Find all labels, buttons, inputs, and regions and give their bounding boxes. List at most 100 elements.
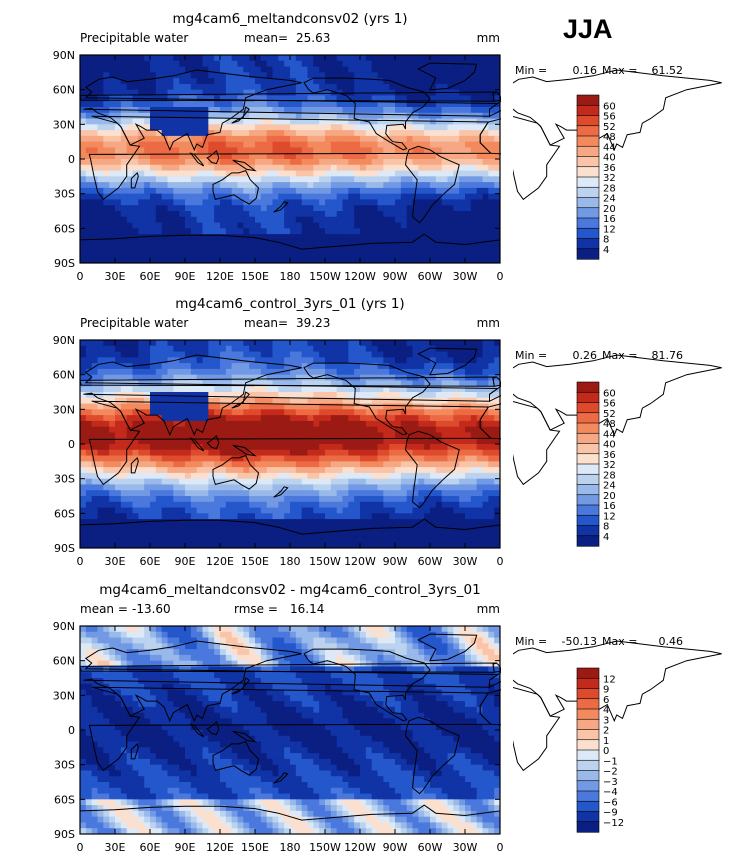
map-cell	[196, 368, 203, 376]
map-cell	[412, 444, 419, 451]
map-cell	[278, 228, 285, 235]
map-cell	[266, 107, 273, 114]
map-cell	[470, 507, 478, 514]
map-cell	[120, 216, 128, 223]
map-cell	[144, 409, 151, 416]
map-cell	[453, 257, 460, 264]
panel-stat-label: mean=	[244, 316, 288, 330]
map-cell	[260, 386, 268, 393]
map-cell	[459, 472, 466, 480]
map-cell	[202, 216, 209, 223]
map-cell	[313, 118, 320, 125]
map-cell	[330, 222, 338, 229]
map-cell	[138, 461, 145, 468]
map-cell	[295, 130, 303, 137]
map-cell	[260, 107, 268, 114]
map-cell	[255, 124, 262, 131]
map-cell	[249, 66, 256, 73]
map-cell	[190, 153, 198, 160]
map-cell	[103, 135, 110, 143]
map-cell	[80, 432, 87, 439]
map-cell	[85, 392, 93, 399]
map-cell	[167, 199, 174, 206]
map-cell	[278, 490, 285, 497]
map-cell	[354, 432, 361, 439]
map-cell	[465, 392, 472, 399]
map-cell	[132, 118, 139, 125]
map-cell	[400, 472, 408, 480]
map-cell	[179, 351, 186, 358]
map-cell	[371, 257, 378, 264]
map-cell	[459, 251, 466, 258]
map-cell	[295, 211, 303, 218]
map-cell	[441, 245, 448, 252]
map-cell	[295, 222, 303, 229]
map-cell	[138, 420, 145, 428]
map-cell	[91, 519, 98, 526]
map-cell	[225, 130, 233, 137]
map-cell	[371, 501, 378, 508]
map-cell	[179, 216, 186, 223]
map-cell	[220, 490, 227, 497]
map-cell	[255, 444, 262, 451]
map-cell	[150, 66, 157, 73]
map-cell	[243, 467, 250, 474]
map-cell	[365, 66, 373, 73]
map-cell	[325, 397, 332, 404]
map-cell	[354, 380, 361, 387]
map-cell	[383, 380, 390, 387]
map-cell	[126, 455, 133, 462]
map-cell	[249, 135, 256, 143]
map-cell	[441, 409, 448, 416]
min-value: 0.16	[573, 64, 598, 77]
map-cell	[313, 95, 320, 102]
map-cell	[260, 112, 268, 119]
map-cell	[412, 124, 419, 131]
map-cell	[237, 484, 244, 491]
map-cell	[360, 472, 367, 480]
map-cell	[237, 170, 244, 177]
map-cell	[260, 199, 268, 206]
map-cell	[179, 55, 186, 62]
map-cell	[115, 257, 122, 264]
map-cell	[459, 438, 466, 445]
map-cell	[319, 397, 326, 404]
map-cell	[313, 101, 320, 108]
map-cell	[447, 205, 454, 212]
map-cell	[278, 449, 285, 456]
map-cell	[272, 234, 279, 241]
map-cell	[348, 501, 355, 508]
map-cell	[307, 118, 314, 125]
map-cell	[348, 141, 355, 148]
map-cell	[243, 55, 250, 62]
map-cell	[330, 409, 338, 416]
map-cell	[231, 101, 238, 108]
map-cell	[167, 60, 174, 67]
map-cell	[260, 89, 268, 96]
map-cell	[435, 164, 443, 171]
map-cell	[185, 135, 192, 143]
map-cell	[348, 205, 355, 212]
map-cell	[144, 484, 151, 491]
map-cell	[336, 124, 343, 131]
map-cell	[167, 66, 174, 73]
map-cell	[155, 66, 163, 73]
map-cell	[208, 182, 215, 189]
map-cell	[412, 159, 419, 166]
map-cell	[126, 340, 133, 347]
map-cell	[307, 386, 314, 393]
map-cell	[400, 397, 408, 404]
map-cell	[348, 345, 355, 352]
map-cell	[260, 130, 268, 137]
map-cell	[272, 141, 279, 148]
map-cell	[395, 484, 402, 491]
map-cell	[418, 245, 425, 252]
map-cell	[272, 239, 279, 247]
map-cell	[173, 234, 180, 241]
map-cell	[155, 159, 163, 166]
map-cell	[470, 432, 478, 439]
map-cell	[295, 95, 303, 102]
map-cell	[365, 426, 373, 433]
map-cell	[295, 257, 303, 264]
map-cell	[150, 60, 157, 67]
